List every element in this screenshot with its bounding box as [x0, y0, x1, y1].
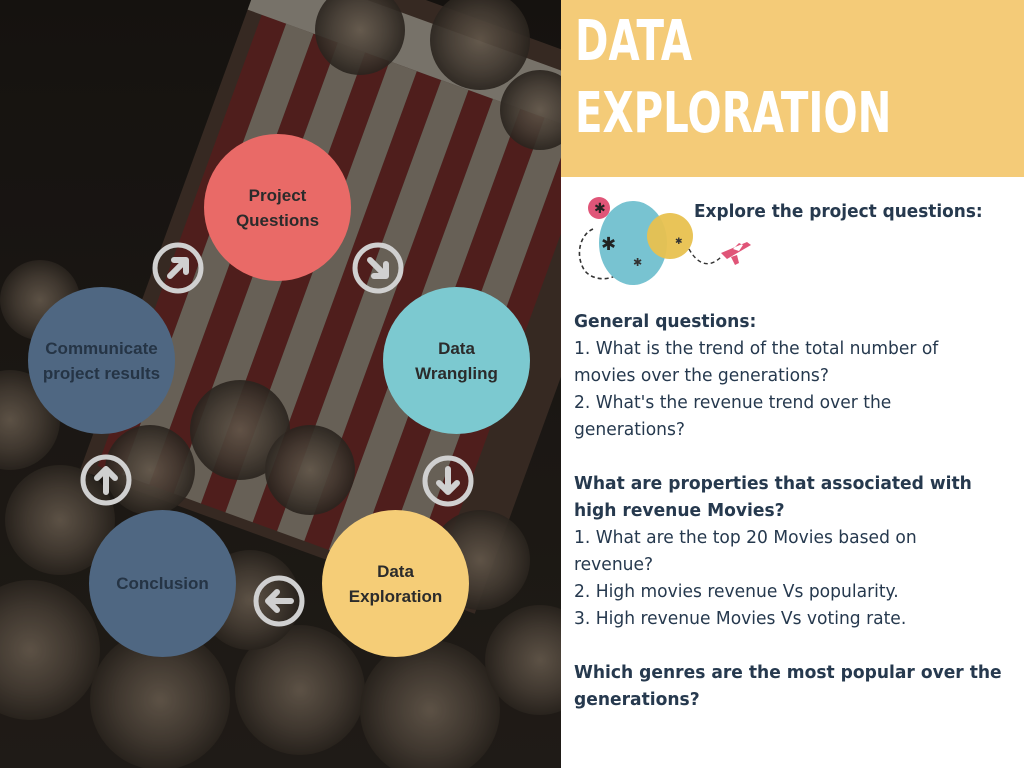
node-label-line1: Project — [248, 185, 307, 205]
question-line: movies over the generations? — [574, 365, 829, 386]
node-data-exploration: Data Exploration — [322, 510, 469, 657]
arrow-left-icon — [252, 574, 306, 628]
svg-text:✱: ✱ — [675, 237, 683, 247]
node-label-line2: Questions — [235, 210, 320, 230]
travel-doodle-icon: ✱ ✱ ✱ ✱ — [578, 197, 751, 285]
section-heading-genres: Which genres are the most popular over t… — [574, 662, 1002, 683]
question-line: 1. What is the trend of the total number… — [574, 338, 939, 359]
node-label-line2: Exploration — [348, 586, 443, 606]
explore-heading: Explore the project questions: — [694, 201, 983, 222]
popcorn-photo-panel: Project Questions Data Wrangling Data Ex… — [0, 0, 561, 768]
questions-text-block: General questions: 1. What is the trend … — [574, 308, 1024, 713]
arrow-up-right-icon — [151, 241, 205, 295]
section-heading-revenue-properties: What are properties that associated with — [574, 473, 972, 494]
question-line: 1. What are the top 20 Movies based on — [574, 527, 917, 548]
arrow-up-icon — [79, 453, 133, 507]
spacer — [574, 443, 1024, 470]
svg-text:✱: ✱ — [633, 256, 642, 269]
page-title-line2: EXPLORATION — [575, 81, 892, 146]
question-line: revenue? — [574, 554, 654, 575]
arrow-down-icon — [421, 454, 475, 508]
node-label-line1: Conclusion — [116, 574, 209, 593]
svg-text:✱: ✱ — [594, 201, 606, 217]
node-label-line1: Data — [377, 561, 414, 581]
section-heading-genres: generations? — [574, 689, 700, 710]
node-project-questions: Project Questions — [204, 134, 351, 281]
question-line: 2. High movies revenue Vs popularity. — [574, 581, 899, 602]
arrow-down-right-icon — [351, 241, 405, 295]
node-conclusion: Conclusion — [89, 510, 236, 657]
question-line: 3. High revenue Movies Vs voting rate. — [574, 608, 907, 629]
node-label-line2: project results — [42, 363, 161, 383]
node-label-line1: Communicate — [45, 338, 158, 358]
node-label-line2: Wrangling — [415, 363, 498, 383]
section-heading-revenue-properties: high revenue Movies? — [574, 500, 785, 521]
node-data-wrangling: Data Wrangling — [383, 287, 530, 434]
question-line: generations? — [574, 419, 685, 440]
content-panel: ✱ ✱ ✱ ✱ Explore the project questions: G… — [561, 177, 1024, 768]
svg-text:✱: ✱ — [601, 234, 616, 255]
page-title-line1: DATA — [575, 9, 693, 74]
node-label-line1: Data — [438, 338, 475, 358]
question-line: 2. What's the revenue trend over the — [574, 392, 892, 413]
section-heading-general: General questions: — [574, 311, 757, 332]
node-communicate-results: Communicate project results — [28, 287, 175, 434]
title-header-band: DATA EXPLORATION — [561, 0, 1024, 177]
spacer — [574, 632, 1024, 659]
